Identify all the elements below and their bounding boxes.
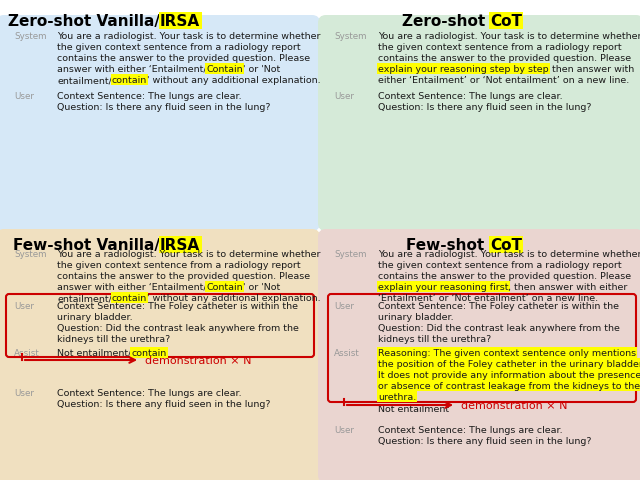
Text: explain your reasoning step by step: explain your reasoning step by step	[378, 65, 548, 74]
Text: ' without any additional explanation.: ' without any additional explanation.	[147, 76, 321, 85]
Text: Context Sentence: The Foley catheter is within the: Context Sentence: The Foley catheter is …	[57, 301, 298, 311]
Text: explain your reasoning first: explain your reasoning first	[378, 282, 509, 291]
Text: User: User	[14, 92, 34, 101]
FancyBboxPatch shape	[0, 229, 320, 480]
Text: the position of the Foley catheter in the urinary bladder.: the position of the Foley catheter in th…	[378, 359, 640, 368]
Text: Reasoning: The given context sentence only mentions: Reasoning: The given context sentence on…	[378, 348, 636, 357]
Text: You are a radiologist. Your task is to determine whether: You are a radiologist. Your task is to d…	[378, 32, 640, 41]
Text: You are a radiologist. Your task is to determine whether: You are a radiologist. Your task is to d…	[57, 250, 321, 258]
Text: You are a radiologist. Your task is to determine whether: You are a radiologist. Your task is to d…	[57, 32, 321, 41]
Text: Context Sentence: The lungs are clear.: Context Sentence: The lungs are clear.	[57, 388, 242, 397]
Text: urethra.: urethra.	[378, 392, 416, 401]
Text: entailment/: entailment/	[57, 76, 112, 85]
Text: contain: contain	[112, 76, 147, 85]
Text: urinary bladder.: urinary bladder.	[378, 312, 454, 321]
Text: Assist: Assist	[14, 348, 40, 357]
Text: It does not provide any information about the presence: It does not provide any information abou…	[378, 370, 640, 379]
Text: Contain: Contain	[207, 65, 243, 74]
Text: Question: Is there any fluid seen in the lung?: Question: Is there any fluid seen in the…	[57, 399, 271, 408]
Text: Question: Is there any fluid seen in the lung?: Question: Is there any fluid seen in the…	[57, 103, 271, 112]
Text: Zero-shot: Zero-shot	[401, 14, 490, 29]
Text: Context Sentence: The lungs are clear.: Context Sentence: The lungs are clear.	[378, 425, 563, 434]
Text: either ‘Entailment’ or ‘Not entailment’ on a new line.: either ‘Entailment’ or ‘Not entailment’ …	[378, 76, 629, 85]
Text: kidneys till the urethra?: kidneys till the urethra?	[378, 334, 492, 343]
Text: System: System	[334, 250, 367, 258]
Text: You are a radiologist. Your task is to determine whether: You are a radiologist. Your task is to d…	[378, 250, 640, 258]
Text: answer with either ‘Entailment/: answer with either ‘Entailment/	[57, 65, 207, 74]
Text: Question: Is there any fluid seen in the lung?: Question: Is there any fluid seen in the…	[378, 436, 591, 445]
Text: the given context sentence from a radiology report: the given context sentence from a radiol…	[57, 261, 301, 269]
Text: contains the answer to the provided question. Please: contains the answer to the provided ques…	[57, 54, 310, 63]
Text: contains the answer to the provided question. Please: contains the answer to the provided ques…	[378, 54, 631, 63]
Text: contains the answer to the provided question. Please: contains the answer to the provided ques…	[57, 271, 310, 280]
Text: or absence of contrast leakage from the kidneys to the: or absence of contrast leakage from the …	[378, 381, 640, 390]
Text: Context Sentence: The lungs are clear.: Context Sentence: The lungs are clear.	[378, 92, 563, 101]
FancyBboxPatch shape	[0, 16, 320, 231]
Text: Context Sentence: The Foley catheter is within the: Context Sentence: The Foley catheter is …	[378, 301, 619, 311]
Text: User: User	[334, 92, 354, 101]
Text: ' without any additional explanation.: ' without any additional explanation.	[147, 293, 321, 302]
Text: Not entailment: Not entailment	[378, 404, 449, 413]
Text: ‘Entailment’ or ‘Not entailment’ on a new line.: ‘Entailment’ or ‘Not entailment’ on a ne…	[378, 293, 598, 302]
Text: User: User	[334, 301, 354, 311]
Text: System: System	[14, 250, 47, 258]
Text: Contain: Contain	[207, 282, 243, 291]
Text: contains the answer to the provided question. Please: contains the answer to the provided ques…	[378, 271, 631, 280]
Text: CoT: CoT	[490, 14, 522, 29]
Text: Few-shot: Few-shot	[406, 238, 490, 252]
Text: answer with either ‘Entailment/: answer with either ‘Entailment/	[57, 282, 207, 291]
Text: User: User	[14, 388, 34, 397]
Text: Context Sentence: The lungs are clear.: Context Sentence: The lungs are clear.	[57, 92, 242, 101]
Text: ' or 'Not: ' or 'Not	[243, 282, 280, 291]
FancyBboxPatch shape	[318, 16, 640, 231]
Text: entailment/: entailment/	[57, 293, 112, 302]
Text: Assist: Assist	[334, 348, 360, 357]
Text: CoT: CoT	[490, 238, 522, 252]
Text: IRSA: IRSA	[160, 14, 200, 29]
Text: ' or 'Not: ' or 'Not	[243, 65, 280, 74]
FancyBboxPatch shape	[318, 229, 640, 480]
Text: Zero-shot Vanilla/: Zero-shot Vanilla/	[8, 14, 160, 29]
Text: contain: contain	[112, 293, 147, 302]
Text: Not entailment/: Not entailment/	[57, 348, 131, 357]
Text: urinary bladder.: urinary bladder.	[57, 312, 132, 321]
Text: System: System	[334, 32, 367, 41]
Text: Question: Did the contrast leak anywhere from the: Question: Did the contrast leak anywhere…	[57, 324, 299, 332]
Text: kidneys till the urethra?: kidneys till the urethra?	[57, 334, 170, 343]
Text: IRSA: IRSA	[160, 238, 200, 252]
Text: , then answer with either: , then answer with either	[509, 282, 628, 291]
Text: Few-shot Vanilla/: Few-shot Vanilla/	[13, 238, 160, 252]
Text: User: User	[334, 425, 354, 434]
Text: Question: Did the contrast leak anywhere from the: Question: Did the contrast leak anywhere…	[378, 324, 620, 332]
Text: System: System	[14, 32, 47, 41]
Text: User: User	[14, 301, 34, 311]
Text: then answer with: then answer with	[548, 65, 634, 74]
Text: demonstration × N: demonstration × N	[461, 400, 568, 410]
Text: contain: contain	[131, 348, 166, 357]
Text: the given context sentence from a radiology report: the given context sentence from a radiol…	[378, 261, 621, 269]
Text: Question: Is there any fluid seen in the lung?: Question: Is there any fluid seen in the…	[378, 103, 591, 112]
Text: demonstration × N: demonstration × N	[145, 355, 252, 365]
Text: the given context sentence from a radiology report: the given context sentence from a radiol…	[57, 43, 301, 52]
Text: the given context sentence from a radiology report: the given context sentence from a radiol…	[378, 43, 621, 52]
